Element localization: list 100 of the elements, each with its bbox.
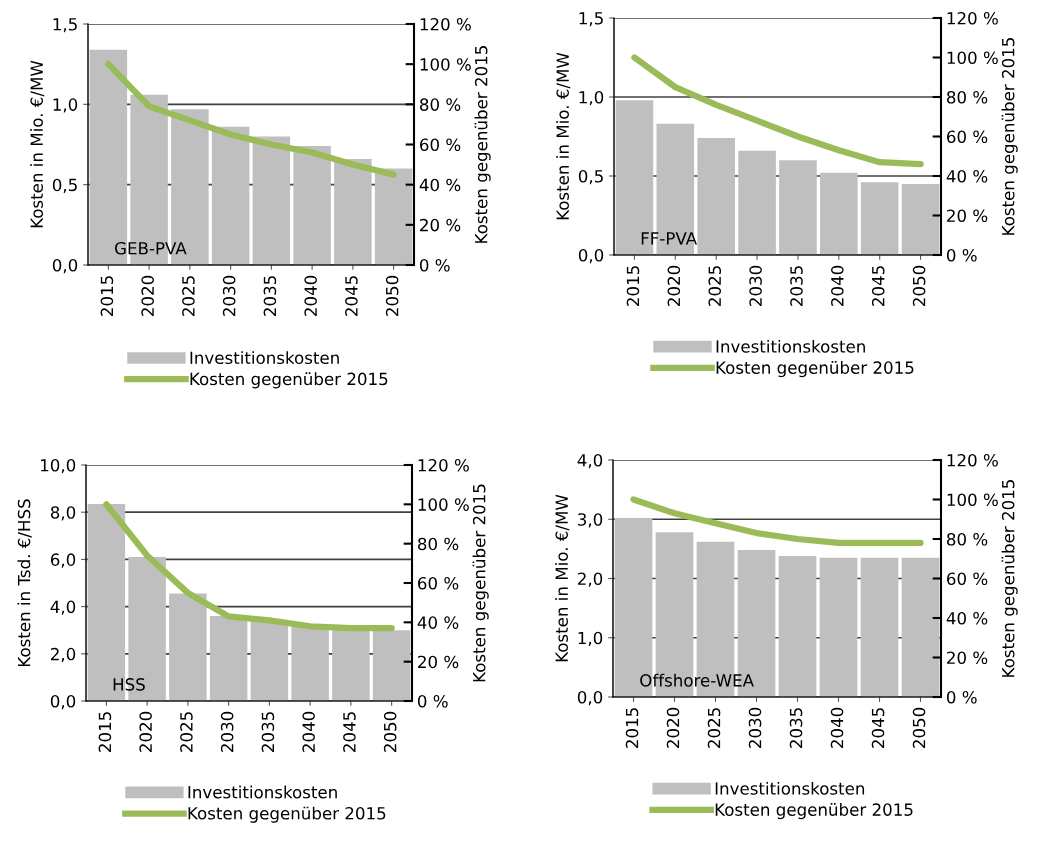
y2-tick-label: 120 %	[420, 17, 471, 31]
x-tick-label: 2030	[749, 265, 762, 306]
x-tick-label: 2025	[182, 276, 195, 316]
x-tick-label: 2025	[180, 712, 193, 752]
y2-tick-label: 40 %	[946, 169, 988, 183]
bar	[334, 158, 372, 265]
x-tick-label: 2040	[302, 711, 315, 752]
y2-tick-label: 100 %	[418, 498, 469, 511]
x-tick-label: 2050	[383, 711, 397, 752]
bar	[209, 616, 248, 701]
bar	[291, 625, 329, 701]
x-tick-label: 2020	[139, 711, 152, 752]
annotation: Offshore-WEA	[640, 673, 754, 687]
y2-tick-label: 120 %	[947, 11, 998, 25]
y-tick-label: 4,0	[577, 453, 603, 469]
y-tick-label: 0,0	[50, 694, 76, 710]
y-tick-label: 4,0	[50, 600, 76, 615]
y-axis-title: Kosten in Mio. €/MW	[556, 52, 571, 220]
y2-tick-label: 40 %	[419, 178, 461, 192]
y2-tick-label: 0 %	[946, 248, 977, 262]
legend-label: Kosten gegenüber 2015	[190, 372, 388, 389]
x-tick-label: 2025	[707, 708, 721, 748]
x-tick-label: 2020	[667, 265, 681, 306]
y-tick-label: 1,0	[53, 98, 78, 113]
bar	[372, 630, 411, 701]
y-tick-label: 1,5	[53, 18, 77, 33]
y-tick-label: 1,0	[578, 631, 603, 647]
y2-tick-label: 60 %	[420, 138, 461, 152]
y-tick-label: 8,0	[50, 506, 76, 521]
legend-label: Kosten gegenüber 2015	[715, 803, 913, 820]
y2-tick-label: 40 %	[946, 611, 988, 625]
x-tick-label: 2040	[304, 275, 317, 316]
y2-tick-label: 0 %	[946, 690, 977, 704]
legend-label: Kosten gegenüber 2015	[188, 806, 386, 823]
x-tick-label: 2020	[666, 707, 680, 748]
bar	[820, 172, 858, 255]
y2-tick-label: 0 %	[417, 694, 448, 708]
y-tick-label: 3,0	[578, 513, 603, 528]
bar	[901, 183, 940, 255]
y2-axis-title: Kosten gegenüber 2015	[474, 46, 491, 243]
y-tick-label: 0,5	[578, 169, 603, 185]
y2-tick-label: 100 %	[420, 58, 471, 71]
legend-label: Investitionskosten	[188, 785, 337, 799]
bar	[901, 557, 940, 697]
y-axis-title: Kosten in Mio. €/MW	[30, 60, 45, 228]
bar	[778, 555, 817, 697]
y2-tick-label: 80 %	[417, 537, 459, 551]
bar	[374, 168, 413, 265]
y2-tick-label: 0 %	[419, 258, 450, 272]
y-tick-label: 10,0	[41, 458, 76, 474]
bar	[211, 126, 250, 265]
bar	[169, 593, 207, 701]
bar	[293, 146, 331, 265]
x-tick-label: 2015	[626, 266, 640, 306]
x-tick-label: 2050	[385, 275, 399, 316]
y2-tick-label: 60 %	[947, 130, 988, 144]
y-tick-label: 2,0	[50, 647, 76, 663]
y2-tick-label: 60 %	[418, 576, 459, 590]
x-tick-label: 2030	[748, 707, 762, 748]
x-tick-label: 2035	[263, 276, 277, 316]
y-tick-label: 0,0	[577, 690, 603, 706]
x-tick-label: 2045	[345, 276, 358, 316]
legend-label: Investitionskosten	[190, 351, 339, 365]
y2-tick-label: 120 %	[418, 458, 469, 472]
x-tick-label: 2040	[831, 265, 844, 306]
y2-tick-label: 80 %	[419, 98, 461, 111]
x-tick-label: 2040	[830, 707, 844, 748]
y-tick-label: 1,5	[579, 12, 603, 27]
x-tick-label: 2025	[708, 266, 722, 306]
y2-tick-label: 80 %	[946, 532, 988, 546]
y-axis-title: Kosten in Mio. €/MW	[555, 494, 570, 662]
annotation: GEB-PVA	[115, 241, 187, 255]
bar	[332, 627, 370, 701]
y-tick-label: 0,5	[52, 178, 77, 193]
x-tick-label: 2035	[790, 266, 803, 306]
y2-tick-label: 100 %	[947, 493, 998, 507]
bar	[697, 138, 735, 255]
y-axis-title: Kosten in Tsd. €/HSS	[17, 499, 32, 667]
y-tick-label: 6,0	[50, 553, 76, 568]
annotation: HSS	[113, 678, 145, 691]
x-tick-label: 2020	[141, 275, 154, 316]
bar	[819, 557, 858, 697]
x-tick-label: 2045	[343, 712, 356, 752]
bar	[252, 136, 291, 265]
y-tick-label: 1,0	[579, 90, 604, 106]
y2-axis-title: Kosten gegenüber 2015	[1001, 38, 1018, 235]
bar	[250, 620, 289, 701]
x-tick-label: 2050	[912, 707, 926, 748]
y2-tick-label: 20 %	[420, 218, 461, 232]
x-tick-label: 2035	[789, 708, 803, 748]
y2-tick-label: 20 %	[947, 209, 988, 223]
y2-axis-title: Kosten gegenüber 2015	[472, 484, 489, 682]
bar	[860, 182, 899, 255]
y-tick-label: 2,0	[577, 572, 603, 587]
y2-tick-label: 40 %	[417, 616, 459, 629]
x-tick-label: 2015	[98, 712, 112, 752]
x-tick-label: 2015	[625, 708, 639, 748]
annotation: FF-PVA	[641, 232, 697, 245]
x-tick-label: 2030	[222, 275, 236, 316]
y-tick-label: 0,0	[578, 248, 604, 264]
